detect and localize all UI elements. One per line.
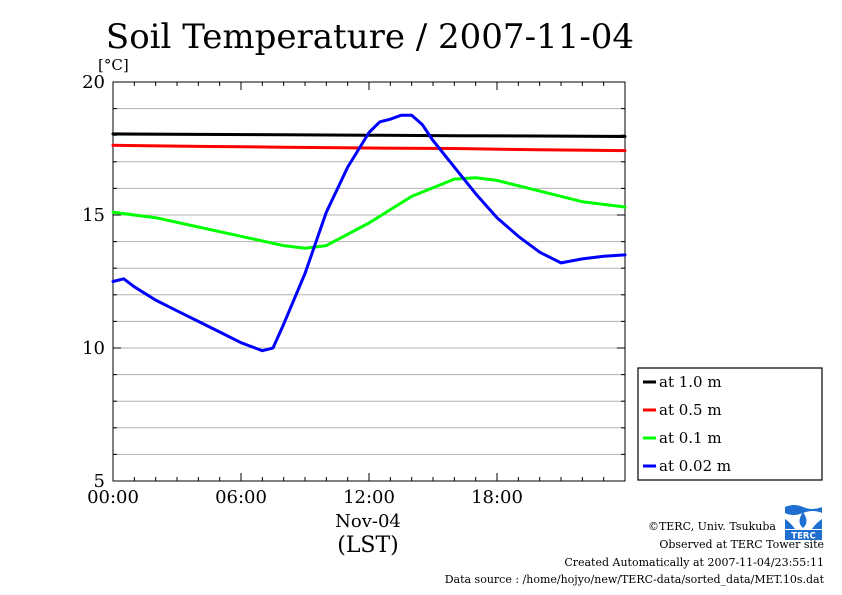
series-line — [111, 143, 627, 153]
legend-label: at 0.1 m — [659, 429, 722, 447]
y-tick-label: 5 — [94, 471, 105, 492]
x-axis-label: (LST) — [337, 533, 399, 558]
credit-source: Data source : /home/hojyo/new/TERC-data/… — [444, 573, 824, 586]
legend-label: at 1.0 m — [659, 373, 722, 391]
legend-box — [637, 367, 823, 481]
logo-text: TERC — [791, 532, 815, 542]
x-tick-label: 06:00 — [215, 487, 267, 508]
series-line — [111, 113, 627, 353]
legend-label: at 0.02 m — [659, 457, 731, 475]
chart-title: Soil Temperature / 2007-11-04 — [106, 17, 634, 57]
logo-wave-left — [785, 519, 795, 529]
legend-items: at 1.0 m at 0.5 m at 0.1 m at 0.02 m — [643, 373, 731, 475]
series-line — [111, 176, 627, 250]
logo-text-band — [785, 530, 822, 540]
x-tick-labels: 00:00 06:00 12:00 18:00 — [87, 487, 523, 508]
x-tick-label: 18:00 — [471, 487, 523, 508]
credit-observed: Observed at TERC Tower site — [659, 538, 824, 551]
legend-label: at 0.5 m — [659, 401, 722, 419]
y-tick-label: 15 — [82, 205, 105, 226]
plot-area — [112, 81, 626, 482]
credit-created: Created Automatically at 2007-11-04/23:5… — [564, 556, 824, 569]
credit-copyright: ©TERC, Univ. Tsukuba — [647, 520, 776, 533]
y-axis-unit: [°C] — [98, 56, 129, 74]
grid-lines — [113, 108, 625, 455]
series-lines — [111, 113, 627, 353]
logo-wave-right — [812, 519, 822, 529]
y-tick-label: 10 — [82, 338, 105, 359]
logo-wave-top — [785, 505, 822, 515]
legend: at 1.0 m at 0.5 m at 0.1 m at 0.02 m — [637, 367, 823, 481]
y-tick-label: 20 — [82, 72, 105, 93]
logo-drop-icon — [799, 512, 807, 528]
x-date-label: Nov-04 — [335, 511, 401, 532]
x-tick-label: 00:00 — [87, 487, 139, 508]
terc-logo: TERC — [785, 503, 822, 542]
x-tick-label: 12:00 — [343, 487, 395, 508]
y-tick-labels: 5 10 15 20 — [82, 72, 105, 492]
axis-ticks — [112, 81, 626, 482]
